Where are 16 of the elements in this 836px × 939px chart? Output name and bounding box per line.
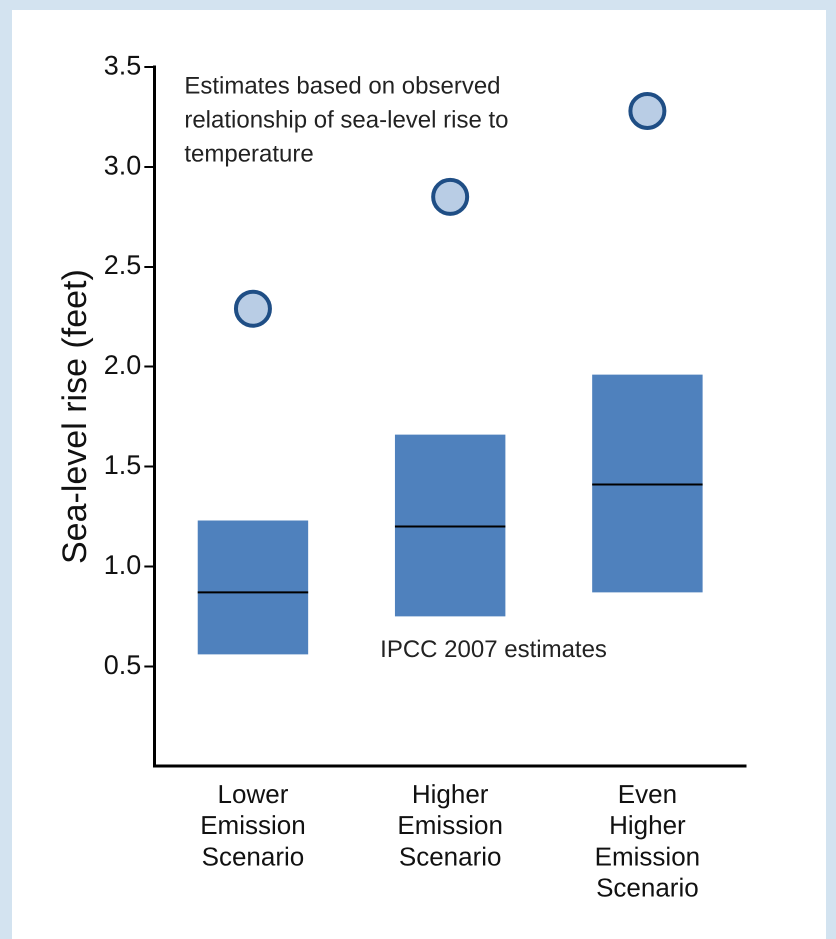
y-tick-label: 2.5 bbox=[104, 250, 142, 280]
annotation: Estimates based on observed relationship of sea-level rise to temperature bbox=[184, 72, 509, 168]
x-tick-label: Lower Emission Scenario bbox=[200, 778, 306, 872]
y-tick-label: 2.0 bbox=[104, 350, 142, 380]
point bbox=[431, 178, 470, 216]
y-tick-label: 3.0 bbox=[104, 150, 142, 180]
point bbox=[234, 290, 272, 328]
y-tick-label: 1.0 bbox=[104, 550, 142, 580]
y-tick-label: 1.5 bbox=[104, 450, 142, 480]
x-tick-label: Even Higher Emission Scenario bbox=[594, 778, 700, 903]
y-tick-label: 3.5 bbox=[104, 50, 142, 80]
annotation: IPCC 2007 estimates bbox=[380, 636, 607, 663]
x-tick-label: Higher Emission Scenario bbox=[397, 778, 503, 872]
point bbox=[628, 92, 666, 130]
y-axis-title: Sea-level rise (feet) bbox=[56, 269, 94, 564]
y-tick-label: 0.5 bbox=[104, 650, 142, 680]
